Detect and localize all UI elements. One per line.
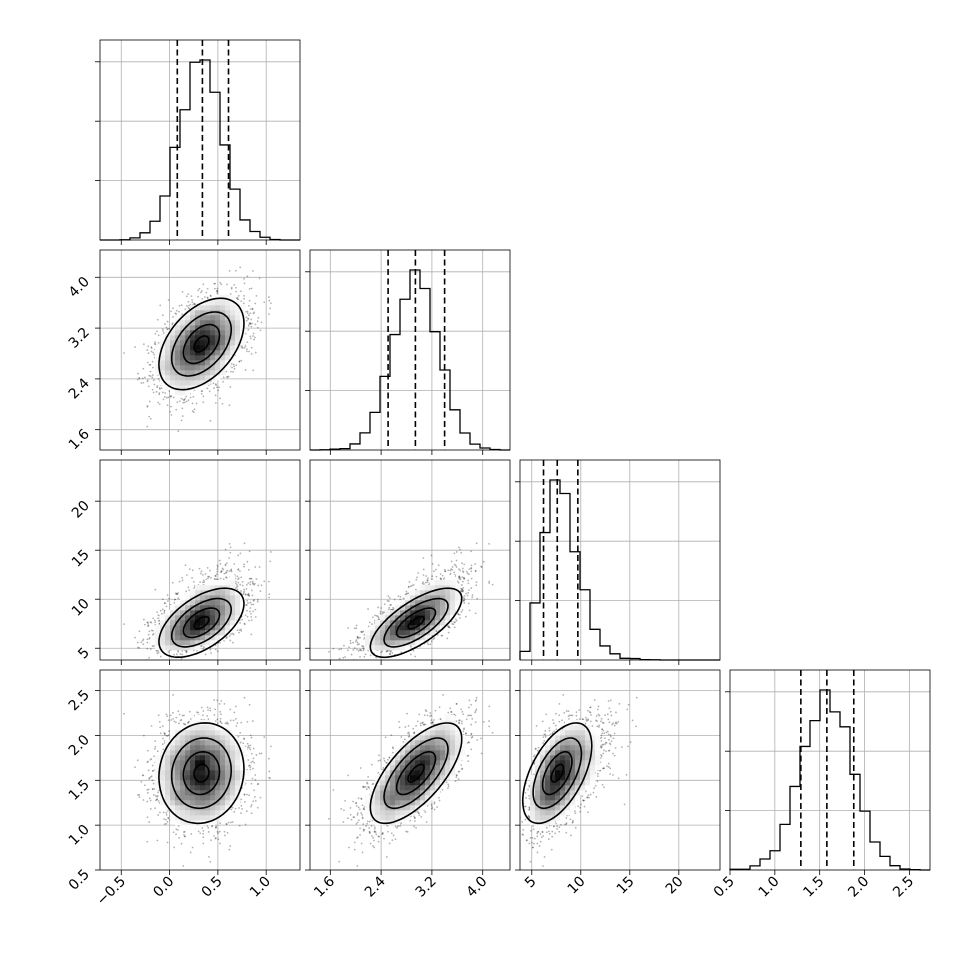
y-tick-label-y20-3: 20 [69, 498, 93, 522]
frame-30 [99, 669, 301, 871]
contour-32-3 [521, 722, 593, 825]
contour-20-0 [193, 615, 210, 630]
contour-21-0 [407, 615, 425, 630]
x-tick-label-30-3: 1.0 [247, 874, 274, 901]
x-tick-label-d3-3: 2.0 [845, 874, 872, 901]
panel-p3-vs-p1 [309, 669, 511, 871]
x-tick-label-32-0: 5 [522, 874, 540, 892]
y-tick-label-y20-0: 5 [75, 645, 93, 663]
x-tick-label-d3-2: 1.5 [800, 874, 827, 901]
hist-panel-p0 [95, 39, 301, 241]
y-tick-label-y30-4: 2.5 [66, 687, 93, 714]
x-tick-label-30-1: 0.0 [150, 874, 177, 901]
frame-p2 [519, 459, 721, 661]
y-tick-label-y10-1: 2.4 [66, 375, 93, 402]
contour-31-2 [383, 737, 449, 810]
contour-32-0 [550, 763, 565, 783]
frame-p0 [99, 39, 301, 241]
hist-p2 [519, 479, 720, 661]
panel-p2-vs-p0 [99, 459, 301, 661]
contour-32-2 [532, 737, 583, 810]
hist-panel-p3 [725, 669, 931, 871]
contour-10-0 [193, 335, 210, 353]
x-tick-label-30-0: −0.5 [94, 874, 129, 909]
frame-p1 [309, 249, 511, 451]
y-tick-label-y20-1: 10 [69, 596, 93, 620]
frame-21 [309, 459, 511, 661]
frame-20 [99, 459, 301, 661]
x-tick-label-31-3: 4.0 [463, 874, 490, 901]
contour-21-1 [395, 607, 437, 639]
contour-30-1 [182, 750, 221, 796]
contour-20-1 [182, 607, 221, 639]
hist-p3 [729, 689, 930, 871]
frame-32 [519, 669, 721, 871]
panel-p1-vs-p0 [99, 249, 301, 451]
contour-10-2 [170, 311, 233, 377]
frame-p3 [729, 669, 931, 871]
x-tick-label-31-0: 1.6 [311, 873, 338, 900]
x-tick-label-32-2: 15 [614, 874, 638, 898]
contour-10-3 [158, 297, 245, 391]
hist-p1 [310, 269, 510, 451]
hist-panel-p1 [305, 249, 511, 451]
hist-p0 [100, 59, 300, 241]
frame-31 [309, 669, 511, 871]
y-tick-label-y10-2: 3.2 [66, 325, 93, 352]
contour-21-2 [383, 597, 449, 648]
panel-p3-vs-p2 [519, 669, 721, 871]
contour-30-0 [193, 763, 210, 783]
hist-panel-p2 [515, 459, 721, 661]
x-tick-label-30-2: 0.5 [199, 874, 226, 901]
contour-31-0 [407, 763, 425, 783]
x-tick-label-32-1: 10 [565, 874, 589, 898]
x-tick-label-d3-4: 2.5 [890, 874, 917, 901]
x-tick-label-31-2: 3.2 [413, 874, 440, 901]
frame-10 [99, 249, 301, 451]
y-tick-label-y30-0: 0.5 [66, 867, 93, 894]
contour-21-3 [369, 587, 463, 659]
x-tick-label-d3-0: 0.5 [711, 874, 738, 901]
panel-p3-vs-p0 [99, 669, 301, 871]
contour-31-3 [369, 722, 463, 825]
y-tick-label-y30-3: 2.0 [66, 732, 93, 759]
x-tick-label-d3-1: 1.0 [756, 874, 783, 901]
contour-30-3 [158, 722, 245, 825]
y-tick-label-y10-3: 4.0 [66, 274, 93, 301]
y-tick-label-y30-2: 1.5 [66, 777, 93, 804]
contour-30-2 [170, 737, 233, 810]
x-tick-label-32-3: 20 [663, 874, 687, 898]
contour-32-1 [541, 751, 573, 796]
y-tick-label-y20-2: 15 [69, 547, 93, 571]
contour-20-2 [170, 597, 233, 648]
x-tick-label-31-1: 2.4 [362, 873, 389, 900]
y-tick-label-y10-0: 1.6 [66, 426, 93, 453]
contour-31-1 [395, 751, 437, 796]
contour-10-1 [182, 323, 221, 365]
panel-p2-vs-p1 [309, 459, 511, 661]
y-tick-label-y30-1: 1.0 [66, 822, 93, 849]
contour-20-3 [158, 587, 245, 658]
